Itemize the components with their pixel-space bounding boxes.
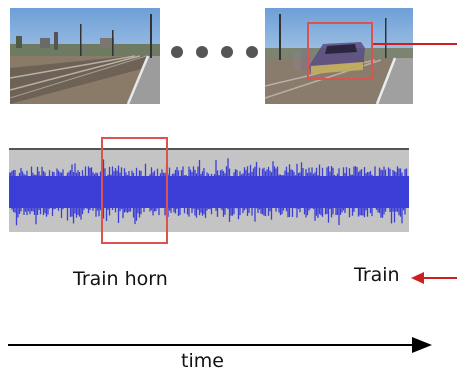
- arrow-left-icon: [411, 272, 457, 284]
- ellipsis-dots-icon: [170, 44, 260, 58]
- audio-event-label: Train horn: [73, 268, 168, 290]
- visual-event-box: [307, 22, 373, 80]
- video-frame-end: [265, 8, 413, 104]
- time-axis-label: time: [181, 350, 224, 372]
- visual-event-label: Train: [354, 264, 400, 286]
- audio-event-box: [101, 137, 168, 244]
- audio-waveform: [9, 148, 409, 232]
- time-axis-arrow-right-icon: [8, 337, 432, 353]
- video-frame-start: [10, 8, 160, 104]
- visual-event-leader-line: [373, 43, 457, 45]
